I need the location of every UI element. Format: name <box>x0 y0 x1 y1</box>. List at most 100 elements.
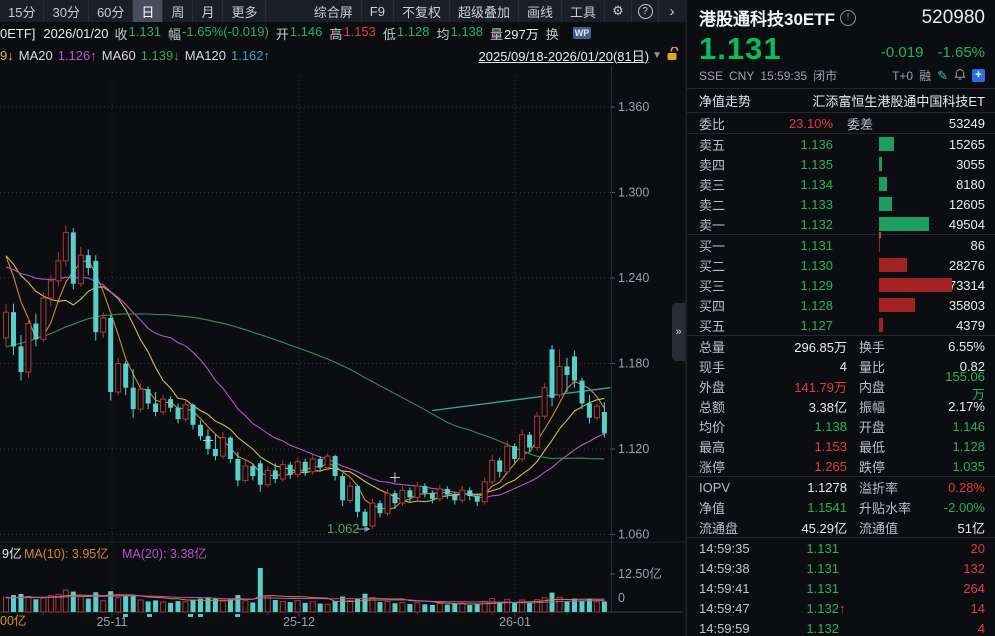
period-tab-周[interactable]: 周 <box>163 0 194 22</box>
stat-label: 振幅 <box>859 399 886 415</box>
nav-tab-netvalue[interactable]: 净值走势 <box>699 94 752 109</box>
tick-volume: 4 <box>977 620 985 636</box>
tick-price: 1.131 <box>806 580 839 596</box>
market-status: 闭市 <box>813 69 838 83</box>
svg-text:1.360: 1.360 <box>618 100 649 114</box>
level-price[interactable]: 1.127 <box>800 317 833 333</box>
level-label: 卖四 <box>699 157 726 173</box>
level-volume: 15265 <box>948 136 985 152</box>
ma-legend-item: MA120 <box>184 47 226 63</box>
info-label: 高 <box>329 26 343 42</box>
stat-label: 流通盘 <box>699 520 739 536</box>
settings-gear-icon[interactable]: ⚙ <box>605 0 632 22</box>
svg-text:9亿: 9亿 <box>2 546 21 561</box>
date-range-selector[interactable]: 2025/09/18-2026/01/20(81日) <box>478 48 650 64</box>
bid-levels: 买一 1.131 86 买二 1.130 28276 买三 1.129 73314 买四 1.128… <box>687 235 995 335</box>
info-label: 量 <box>490 26 504 42</box>
period-tab-更多[interactable]: 更多 <box>223 0 267 22</box>
level-label: 卖二 <box>699 197 726 213</box>
ask-row[interactable]: 卖五 1.136 15265 <box>687 134 995 154</box>
stat-label: 换手 <box>859 339 886 355</box>
ask-levels: 卖五 1.136 15265 卖四 1.135 3055 卖三 1.134 8180 卖二 1.13… <box>687 134 995 234</box>
level-price[interactable]: 1.135 <box>800 156 833 172</box>
tick-row[interactable]: 14:59:47 1.132 ↑ 14 <box>687 598 995 618</box>
info-value: 1.138 <box>450 23 484 39</box>
tool-不复权[interactable]: 不复权 <box>394 0 450 22</box>
tick-row[interactable]: 14:59:35 1.131 20 <box>687 538 995 558</box>
svg-text:1.240: 1.240 <box>618 271 649 285</box>
period-tab-30分[interactable]: 30分 <box>44 0 89 22</box>
info-icon[interactable]: ! <box>840 9 857 26</box>
wp-badge-icon[interactable]: WP <box>572 27 592 39</box>
toolbar-chevron-right-icon[interactable]: › <box>669 2 675 20</box>
period-tab-15分[interactable]: 15分 <box>0 0 45 22</box>
add-plus-icon[interactable]: + <box>972 69 985 82</box>
level-volume: 28276 <box>948 257 985 273</box>
stat-value: 1.128 <box>952 438 985 454</box>
tick-row[interactable]: 14:59:38 1.131 132 <box>687 558 995 578</box>
stat-label: 外盘 <box>699 379 726 395</box>
period-tab-60分[interactable]: 60分 <box>89 0 134 22</box>
stat-value: 51亿 <box>957 520 985 536</box>
help-icon[interactable]: ? <box>632 0 659 22</box>
ask-row[interactable]: 卖一 1.132 49504 <box>687 214 995 234</box>
period-tab-日[interactable]: 日 <box>133 0 164 22</box>
level-price[interactable]: 1.134 <box>800 176 833 192</box>
tick-list: 14:59:35 1.131 20 14:59:38 1.131 132 14:59:41 1… <box>687 537 995 636</box>
info-label: 换 <box>545 26 559 42</box>
ma-legend-item: MA60 <box>101 47 136 63</box>
stat-row: 涨停 1.265 跌停 1.035 <box>687 456 995 476</box>
level-price[interactable]: 1.133 <box>800 196 833 212</box>
bid-row[interactable]: 买四 1.128 35803 <box>687 295 995 315</box>
fund-full-name[interactable]: 汇添富恒生港股通中国科技ET <box>812 94 985 109</box>
level-volume: 49504 <box>948 216 985 232</box>
stat-label: 量比 <box>859 359 886 375</box>
exchange-label: SSE <box>699 68 724 83</box>
stat-row: 最高 1.153 最低 1.128 <box>687 436 995 456</box>
panel-collapse-handle[interactable]: » <box>672 303 685 361</box>
period-tab-月[interactable]: 月 <box>193 0 224 22</box>
tool-画线[interactable]: 画线 <box>519 0 562 22</box>
bid-row[interactable]: 买五 1.127 4379 <box>687 315 995 335</box>
level-price[interactable]: 1.128 <box>800 297 833 313</box>
bid-row[interactable]: 买三 1.129 73314 <box>687 275 995 295</box>
stat-value: 141.79万 <box>794 379 847 395</box>
unlock-icon[interactable] <box>666 45 679 64</box>
stat-row: 净值 1.1541 升贴水率 -2.00% <box>687 497 995 517</box>
stats-block: 总量 296.85万 换手 6.55% 现手 4 量比 0.82 外盘 141.79万 内盘 155.… <box>687 335 995 476</box>
edit-pencil-icon[interactable]: ✎ <box>937 67 948 83</box>
depth-bar <box>879 137 894 151</box>
level-volume: 3055 <box>956 156 985 172</box>
ask-row[interactable]: 卖四 1.135 3055 <box>687 154 995 174</box>
stat-label: 现手 <box>699 359 726 375</box>
bid-row[interactable]: 买一 1.131 86 <box>687 235 995 255</box>
tick-row[interactable]: 14:59:59 1.132 4 <box>687 618 995 636</box>
level-price[interactable]: 1.136 <box>800 136 833 152</box>
weicha-value: 53249 <box>948 115 985 131</box>
alert-bell-icon[interactable] <box>954 68 966 84</box>
svg-text:1.062: 1.062 <box>327 521 360 536</box>
level-price[interactable]: 1.129 <box>800 277 833 293</box>
stat-row: 均价 1.138 开盘 1.146 <box>687 416 995 436</box>
bid-row[interactable]: 买二 1.130 28276 <box>687 255 995 275</box>
tool-综合屏[interactable]: 综合屏 <box>306 0 362 22</box>
level-price[interactable]: 1.131 <box>800 237 833 253</box>
ask-row[interactable]: 卖三 1.134 8180 <box>687 174 995 194</box>
range-dropdown-arrow-icon[interactable]: ▼ <box>652 49 662 61</box>
level-price[interactable]: 1.130 <box>800 257 833 273</box>
level-price[interactable]: 1.132 <box>800 216 833 232</box>
weibi-value: 23.10% <box>788 115 833 131</box>
tool-F9[interactable]: F9 <box>362 0 394 22</box>
stat-label: 总量 <box>699 339 726 355</box>
tick-row[interactable]: 14:59:41 1.131 264 <box>687 578 995 598</box>
tool-超级叠加[interactable]: 超级叠加 <box>450 0 519 22</box>
stat-row: IOPV 1.1278 溢折率 0.28% <box>687 477 995 497</box>
tool-工具[interactable]: 工具 <box>562 0 605 22</box>
level-label: 卖三 <box>699 177 726 193</box>
tick-price: 1.132 <box>806 600 839 616</box>
tick-volume: 264 <box>963 580 985 596</box>
ma-legend-item: MA20 <box>18 47 53 63</box>
ma-legend-item: 1.139↓ <box>140 47 180 63</box>
ask-row[interactable]: 卖二 1.133 12605 <box>687 194 995 214</box>
